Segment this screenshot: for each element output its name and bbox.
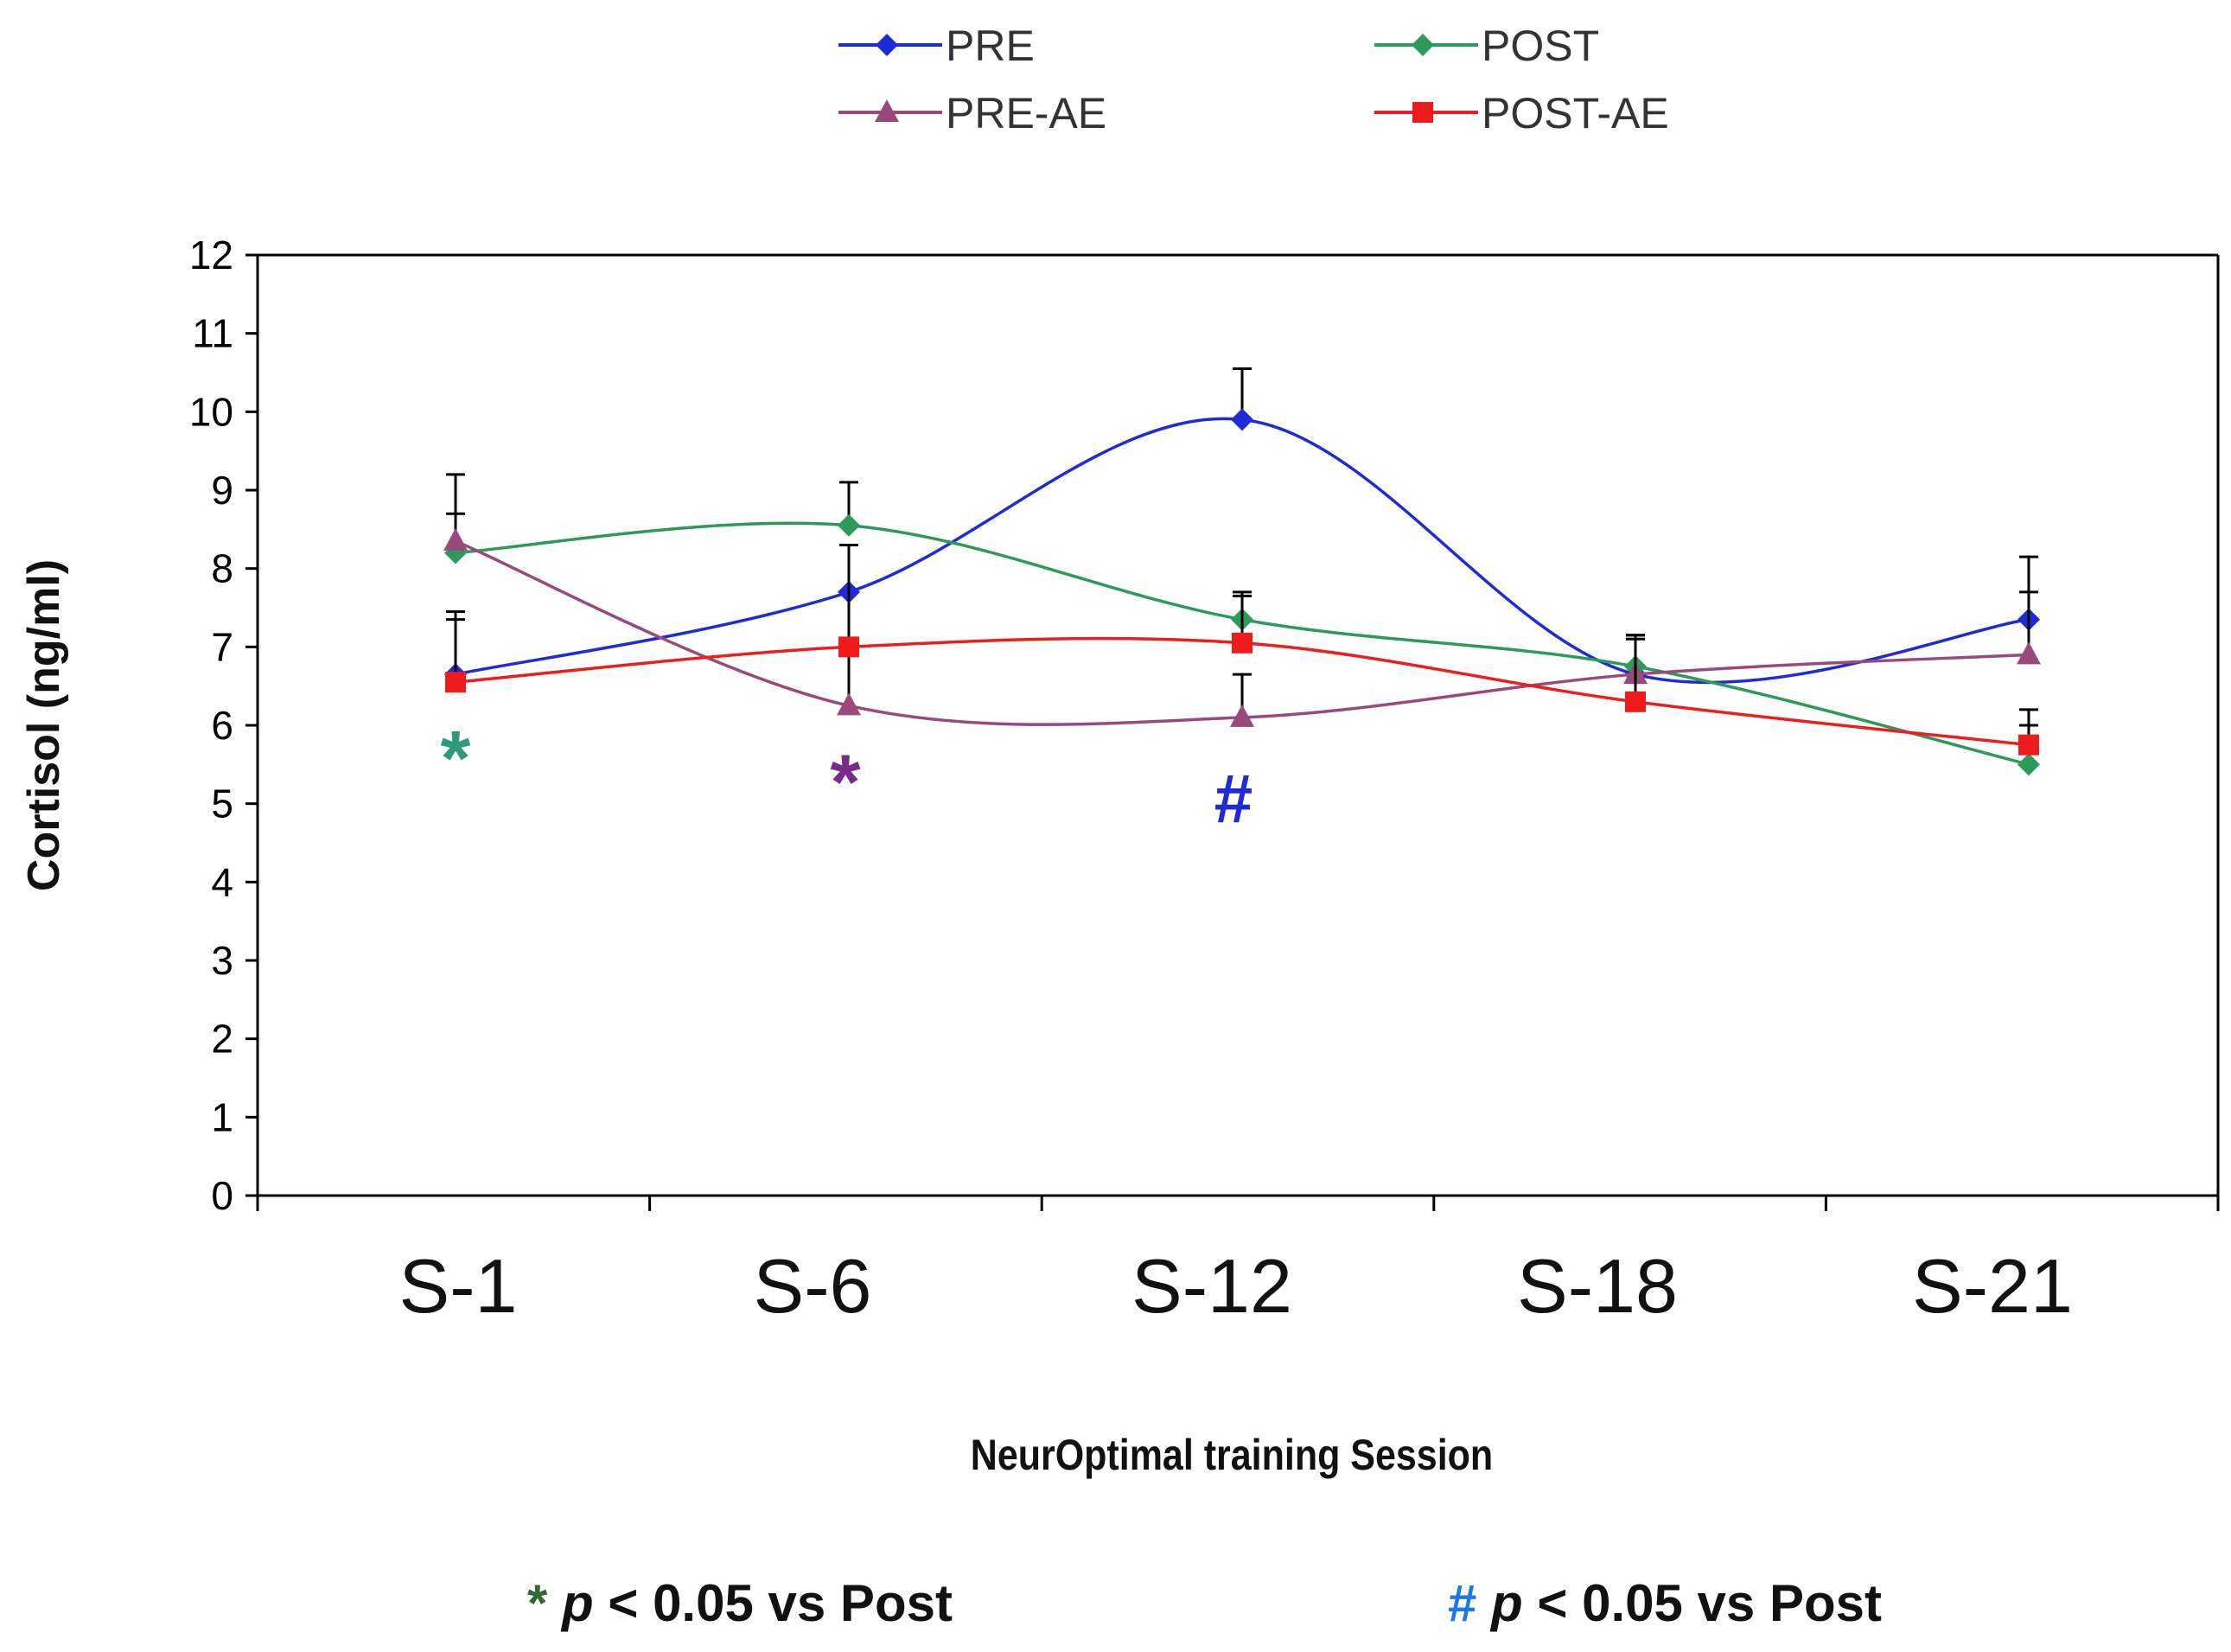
legend-marker-pre xyxy=(876,34,898,56)
y-tick-label: 5 xyxy=(211,781,233,826)
point-post-ae xyxy=(445,672,466,693)
x-tick-label-s-1: S-1 xyxy=(399,1243,518,1329)
point-post-ae xyxy=(1625,691,1646,712)
legend: PRE POST PRE-AE POST-AE xyxy=(838,22,1669,137)
point-post-ae xyxy=(838,636,859,658)
y-tick-label: 8 xyxy=(211,546,233,591)
x-tick-label-s-12: S-12 xyxy=(1131,1243,1292,1329)
x-tick-label-s-6: S-6 xyxy=(754,1243,872,1329)
y-axis-title: Cortisol (ng/ml) xyxy=(19,559,69,891)
y-tick-label: 11 xyxy=(192,311,233,356)
legend-marker-pre-ae xyxy=(875,99,899,122)
point-pre-ae xyxy=(443,527,468,551)
point-pre xyxy=(1231,408,1253,431)
y-tick-label: 7 xyxy=(211,624,233,669)
series-post-ae xyxy=(445,543,2039,756)
point-pre-ae xyxy=(837,692,861,716)
y-tick-label: 0 xyxy=(211,1173,233,1218)
footnote-p: p xyxy=(1489,1574,1523,1632)
footnote-1: * p < 0.05 vs Post xyxy=(527,1574,953,1632)
y-tick-label: 12 xyxy=(189,233,233,277)
legend-item-pre: PRE xyxy=(838,22,1035,70)
legend-marker-post xyxy=(1412,34,1434,56)
legend-item-post: POST xyxy=(1374,22,1599,70)
point-post xyxy=(838,513,860,537)
legend-label-post: POST xyxy=(1482,22,1599,70)
x-tick-label-s-18: S-18 xyxy=(1517,1243,1678,1329)
legend-label-pre: PRE xyxy=(946,22,1035,70)
legend-label-post-ae: POST-AE xyxy=(1482,89,1669,137)
legend-label-pre-ae: PRE-AE xyxy=(946,89,1106,137)
y-tick-label: 10 xyxy=(189,389,233,434)
footnote-2: # p < 0.05 vs Post xyxy=(1448,1574,1882,1632)
point-post xyxy=(2017,753,2040,776)
x-tick-label-s-21: S-21 xyxy=(1912,1243,2073,1329)
significance-markers: * * # xyxy=(440,716,1253,837)
footnotes: * p < 0.05 vs Post # p < 0.05 vs Post xyxy=(527,1574,1882,1632)
footnote-p: p xyxy=(560,1574,594,1632)
y-tick-label: 3 xyxy=(211,938,233,983)
y-tick-label: 6 xyxy=(211,703,233,748)
series-layer xyxy=(443,367,2041,776)
footnote-text: < 0.05 vs Post xyxy=(1523,1574,1882,1632)
point-pre-ae xyxy=(1230,704,1254,727)
footnote-text: < 0.05 vs Post xyxy=(594,1574,953,1632)
point-pre-ae xyxy=(2017,641,2041,665)
footnote-symbol: * xyxy=(527,1574,562,1632)
y-tick-label: 2 xyxy=(211,1017,233,1062)
y-tick-label: 9 xyxy=(211,468,233,513)
legend-marker-post-ae xyxy=(1412,102,1433,123)
footnote-symbol: # xyxy=(1448,1574,1491,1632)
legend-item-pre-ae: PRE-AE xyxy=(838,89,1106,137)
x-axis-ticks: S-1 S-6 S-12 S-18 S-21 xyxy=(256,1196,2220,1329)
significance-marker-s-6: * xyxy=(830,739,860,826)
point-post-ae xyxy=(2018,734,2039,756)
point-post-ae xyxy=(1232,632,1253,654)
y-tick-label: 4 xyxy=(211,859,233,904)
y-tick-label: 1 xyxy=(211,1094,233,1139)
significance-marker-s-1: * xyxy=(440,716,470,802)
significance-marker-s-12: # xyxy=(1214,761,1253,838)
x-axis-title: NeurOptimal training Session xyxy=(971,1431,1493,1479)
legend-item-post-ae: POST-AE xyxy=(1374,89,1669,137)
